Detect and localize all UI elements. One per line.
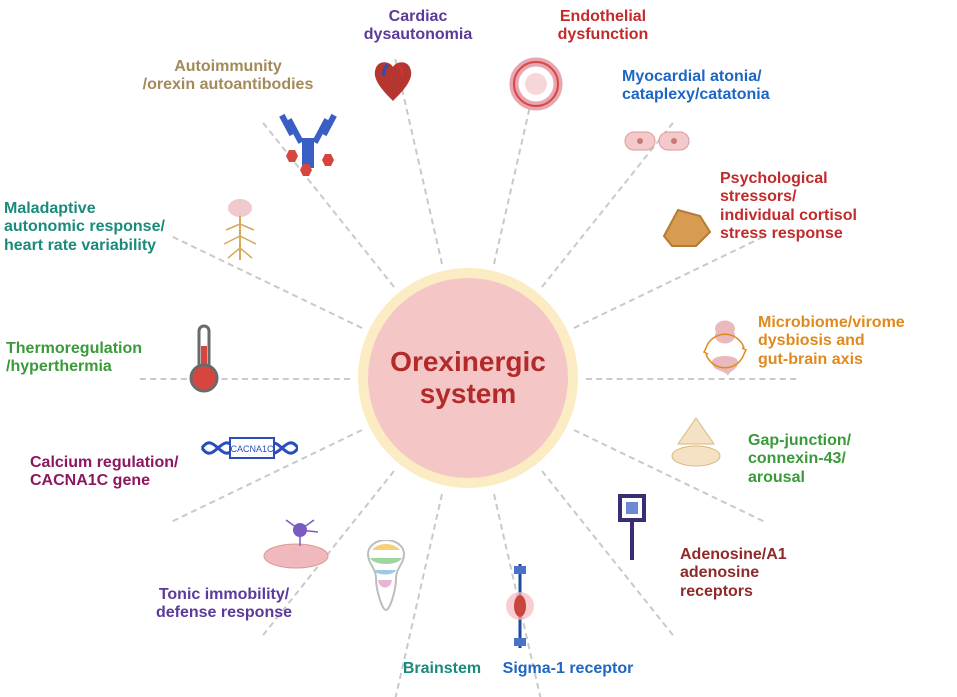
antibody-icon — [272, 112, 344, 181]
label-brainstem: Brainstem — [342, 660, 542, 678]
label-thermo: Thermoregulation /hyperthermia — [6, 340, 142, 377]
ray — [586, 378, 796, 380]
ray — [140, 378, 350, 380]
receptor-icon — [608, 492, 656, 569]
gutbrain-icon — [692, 318, 758, 389]
label-adenosine: Adenosine/A1 adenosine receptors — [680, 546, 787, 601]
diagram-stage: Orexinergic system Cardiac dysautonomiaE… — [0, 0, 957, 697]
neuromuscle-icon — [256, 512, 336, 577]
svg-text:CACNA1C: CACNA1C — [230, 444, 274, 454]
heart-icon — [364, 55, 422, 118]
cell-icon — [622, 124, 692, 163]
nervous-icon — [216, 196, 264, 273]
label-maladaptive: Maladaptive autonomic response/ heart ra… — [4, 200, 165, 255]
vessel-icon — [508, 56, 564, 117]
label-tonic: Tonic immobility/ defense response — [124, 586, 324, 623]
center-label: Orexinergic system — [368, 346, 568, 410]
dna-icon: CACNA1C — [198, 428, 298, 473]
center-circle: Orexinergic system — [358, 268, 578, 488]
label-calcium: Calcium regulation/ CACNA1C gene — [30, 454, 178, 491]
thermo-icon — [186, 320, 222, 401]
label-autoimmunity: Autoimmunity /orexin autoantibodies — [128, 58, 328, 95]
brainstem-icon — [358, 540, 414, 625]
ray — [172, 236, 362, 329]
label-microbiome: Microbiome/virome dysbiosis and gut-brai… — [758, 314, 905, 369]
synapse-icon — [664, 414, 728, 475]
adrenal-icon — [656, 202, 716, 257]
label-psychological: Psychological stressors/ individual cort… — [720, 170, 857, 244]
label-cardiac: Cardiac dysautonomia — [318, 8, 518, 45]
sigma-icon — [500, 560, 540, 657]
label-endothelial: Endothelial dysfunction — [503, 8, 703, 45]
label-gapjunction: Gap-junction/ connexin-43/ arousal — [748, 432, 851, 487]
label-myocardial: Myocardial atonia/ cataplexy/catatonia — [622, 68, 770, 105]
